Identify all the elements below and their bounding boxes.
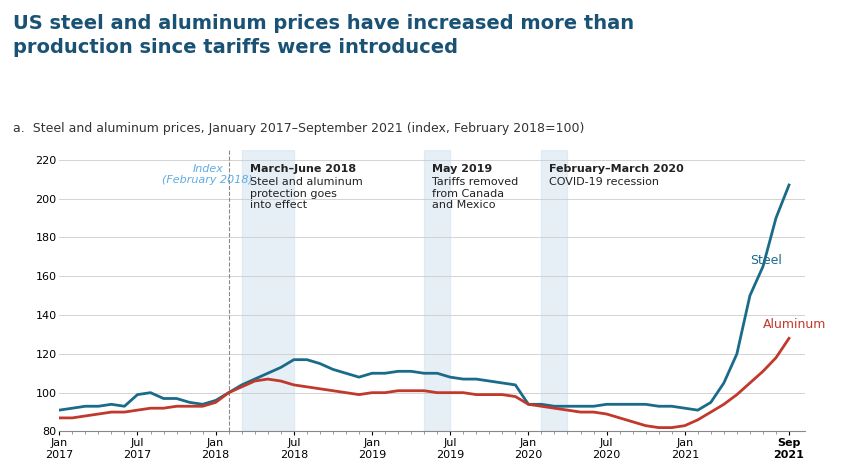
Bar xyxy=(241,150,294,431)
Text: Steel and aluminum
protection goes
into effect: Steel and aluminum protection goes into … xyxy=(250,177,363,211)
Text: a.  Steel and aluminum prices, January 2017–September 2021 (index, February 2018: a. Steel and aluminum prices, January 20… xyxy=(13,122,584,135)
Text: Steel: Steel xyxy=(750,254,782,267)
Text: US steel and aluminum prices have increased more than
production since tariffs w: US steel and aluminum prices have increa… xyxy=(13,14,634,57)
Bar xyxy=(424,150,451,431)
Text: March–June 2018: March–June 2018 xyxy=(250,164,356,174)
Text: February–March 2020: February–March 2020 xyxy=(549,164,684,174)
Text: Tariffs removed
from Canada
and Mexico: Tariffs removed from Canada and Mexico xyxy=(432,177,518,211)
Text: May 2019: May 2019 xyxy=(432,164,492,174)
Text: Aluminum: Aluminum xyxy=(763,318,827,331)
Bar xyxy=(541,150,567,431)
Text: Index
(February 2018): Index (February 2018) xyxy=(163,164,253,185)
Text: COVID-19 recession: COVID-19 recession xyxy=(549,177,659,187)
